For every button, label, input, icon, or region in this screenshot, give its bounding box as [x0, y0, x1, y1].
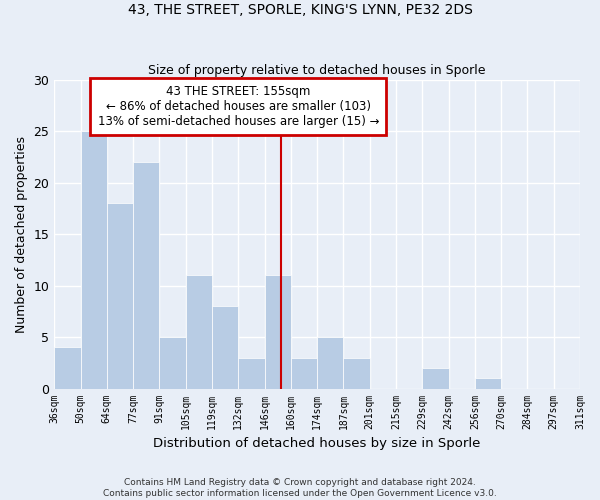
Bar: [291, 358, 317, 388]
Bar: [265, 276, 291, 388]
Title: Size of property relative to detached houses in Sporle: Size of property relative to detached ho…: [148, 64, 486, 77]
X-axis label: Distribution of detached houses by size in Sporle: Distribution of detached houses by size …: [154, 437, 481, 450]
Y-axis label: Number of detached properties: Number of detached properties: [15, 136, 28, 332]
Text: 43 THE STREET: 155sqm
← 86% of detached houses are smaller (103)
13% of semi-det: 43 THE STREET: 155sqm ← 86% of detached …: [98, 84, 379, 128]
Bar: [186, 276, 212, 388]
Bar: [238, 358, 265, 388]
Bar: [212, 306, 238, 388]
Bar: [107, 203, 133, 388]
Bar: [133, 162, 160, 388]
Bar: [422, 368, 449, 388]
Bar: [160, 337, 186, 388]
Bar: [317, 337, 343, 388]
Text: Contains HM Land Registry data © Crown copyright and database right 2024.
Contai: Contains HM Land Registry data © Crown c…: [103, 478, 497, 498]
Bar: [54, 348, 80, 389]
Text: 43, THE STREET, SPORLE, KING'S LYNN, PE32 2DS: 43, THE STREET, SPORLE, KING'S LYNN, PE3…: [128, 2, 472, 16]
Bar: [343, 358, 370, 388]
Bar: [475, 378, 501, 388]
Bar: [80, 131, 107, 388]
